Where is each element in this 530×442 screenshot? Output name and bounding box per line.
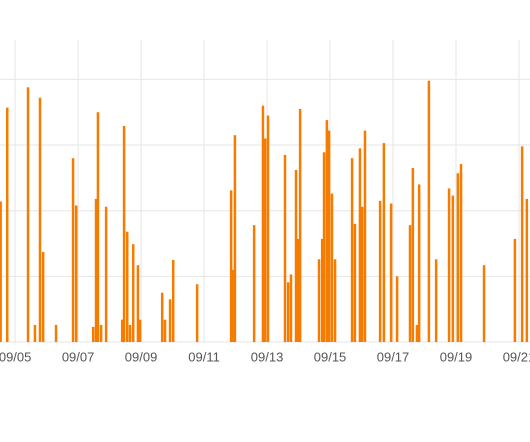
bar [382, 143, 386, 342]
bar [263, 138, 267, 342]
bar [459, 164, 463, 342]
bar [71, 158, 75, 342]
x-tick-label: 09/15 [314, 349, 347, 364]
x-tick-label: 09/21 [503, 349, 530, 364]
bar [125, 231, 129, 342]
bar [525, 198, 529, 342]
bar [74, 205, 78, 342]
bar [417, 184, 421, 342]
bar [408, 225, 412, 342]
bar [395, 276, 399, 342]
bar [447, 188, 451, 342]
bar [327, 130, 331, 342]
bar [358, 148, 362, 342]
bar [163, 319, 167, 342]
bar [91, 326, 95, 342]
bar [54, 324, 58, 342]
bar [229, 190, 233, 342]
bar [120, 319, 124, 342]
bar [296, 238, 300, 342]
bar [415, 324, 419, 342]
bar [350, 158, 354, 342]
bar [513, 238, 517, 342]
bar [456, 173, 460, 342]
bar [363, 130, 367, 342]
x-tick-label: 09/05 [0, 349, 31, 364]
bar [138, 319, 142, 342]
bar [33, 324, 37, 342]
bar [122, 126, 126, 342]
bar [38, 97, 42, 342]
bar [482, 265, 486, 342]
x-tick-label: 09/13 [251, 349, 284, 364]
bar [330, 193, 334, 342]
x-tick-label: 09/17 [377, 349, 410, 364]
bar [411, 168, 415, 342]
bar [360, 206, 364, 342]
bar [261, 105, 265, 342]
x-tick-label: 09/11 [188, 349, 220, 364]
bar [96, 112, 100, 342]
bar [171, 259, 175, 342]
bar [233, 135, 237, 342]
bar [131, 244, 135, 342]
bar [99, 324, 103, 342]
bar [520, 146, 524, 342]
bar [128, 324, 132, 342]
bar [333, 259, 337, 342]
bar [41, 252, 45, 342]
bar [389, 203, 393, 342]
bar [266, 115, 270, 342]
bar [353, 223, 357, 342]
bar [427, 80, 431, 342]
bar [104, 206, 108, 342]
bar [286, 282, 290, 342]
bar [378, 200, 382, 342]
bar [320, 238, 324, 342]
bar [94, 198, 98, 342]
bar [252, 225, 256, 342]
bar [283, 154, 287, 342]
bar [26, 87, 30, 342]
bar [298, 108, 302, 342]
bar [451, 195, 455, 342]
bar [231, 269, 235, 342]
bar [317, 259, 321, 342]
bar [195, 284, 199, 342]
bar [136, 265, 140, 342]
bar [322, 152, 326, 342]
bar [168, 299, 172, 342]
x-tick-label: 09/19 [440, 349, 473, 364]
bar [5, 107, 9, 343]
bar [160, 292, 164, 342]
bar [325, 120, 329, 343]
bar [0, 201, 2, 342]
bar [289, 274, 293, 342]
bar [434, 259, 438, 342]
bar [294, 169, 298, 342]
x-tick-label: 09/09 [125, 349, 158, 364]
x-tick-label: 09/07 [62, 349, 95, 364]
